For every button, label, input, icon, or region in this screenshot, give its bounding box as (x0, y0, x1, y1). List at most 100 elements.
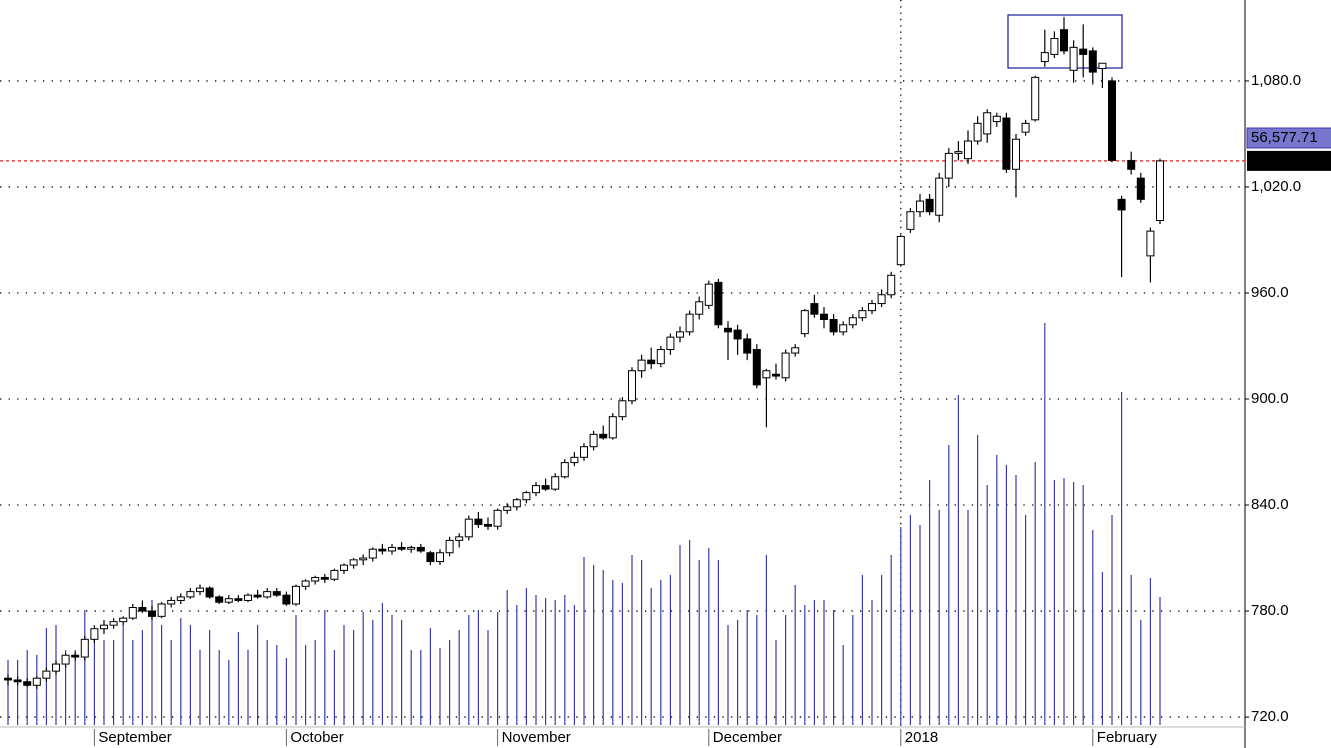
volume-bar (228, 660, 230, 725)
volume-bar (593, 565, 595, 725)
candle-body (71, 654, 80, 658)
volume-bar (525, 588, 527, 725)
volume-bar (890, 555, 892, 725)
volume-bar (1092, 530, 1094, 725)
volume-bar (861, 575, 863, 725)
last-price-label: 1,034.76 (1254, 152, 1312, 169)
candle-body (368, 548, 377, 559)
candle-body (868, 303, 876, 312)
candle-body (1031, 76, 1040, 121)
candle-body (954, 151, 963, 154)
candle-body (541, 485, 550, 490)
candle-body (896, 235, 905, 266)
y-tick-label: 960.0 (1251, 284, 1289, 301)
volume-bar (324, 610, 326, 725)
volume-bar (1034, 462, 1036, 725)
candle-body (100, 624, 108, 630)
selection-box (1007, 14, 1123, 69)
candle-body (1021, 122, 1030, 133)
volume-bar (602, 570, 604, 725)
candle-body (455, 536, 464, 541)
candle-body (330, 569, 339, 580)
volume-bar (708, 548, 710, 725)
volume-bar (1159, 597, 1161, 725)
candle-body (925, 198, 934, 213)
candle-body (340, 564, 348, 571)
volume-bar (26, 650, 28, 725)
candle-body (503, 506, 512, 511)
volume-bar (391, 615, 393, 725)
candle-body (292, 585, 300, 605)
candle-body (992, 115, 1001, 123)
volume-bar (1149, 578, 1151, 725)
volume-bar (794, 585, 796, 725)
candle-body (186, 591, 195, 598)
candle-body (1146, 230, 1155, 257)
volume-bar (343, 625, 345, 725)
volume-bar (285, 658, 287, 725)
candle-body (983, 112, 992, 135)
volume-bar (209, 630, 211, 725)
volume-bar (55, 625, 57, 725)
y-tick-label: 720.0 (1251, 708, 1289, 725)
candle-body (887, 274, 896, 296)
candle-body (666, 336, 675, 351)
candle-body (493, 509, 502, 527)
volume-bar (458, 630, 460, 725)
candle-body (1108, 80, 1116, 161)
volume-bar (247, 650, 249, 725)
volume-bar (996, 455, 998, 725)
volume-bar (132, 640, 134, 725)
candle-body (320, 576, 329, 580)
candle-body (1050, 38, 1059, 55)
candle-body (839, 324, 848, 333)
volume-bar (967, 510, 969, 725)
volume-bar (1005, 465, 1007, 725)
candle-body (532, 485, 540, 494)
volume-bar (257, 625, 259, 725)
candle-body (1127, 159, 1136, 170)
volume-bar (1053, 480, 1055, 725)
candle-body (580, 446, 588, 458)
volume-bar (237, 632, 239, 725)
candle-body (560, 462, 569, 478)
candle-body (61, 654, 70, 665)
volume-bar (938, 510, 940, 725)
volume-bar (199, 650, 201, 725)
candle-body (272, 591, 281, 596)
candle-body (628, 370, 636, 402)
volume-label: 56,577.71 (1251, 129, 1318, 146)
candle-body (724, 327, 732, 333)
volume-label-box (1246, 127, 1331, 149)
candle-body (1060, 29, 1068, 52)
candle-body (752, 349, 761, 386)
volume-bar (813, 600, 815, 725)
volume-bar (113, 640, 115, 725)
candle-body (176, 596, 185, 601)
volume-bar (333, 650, 335, 725)
volume-bar (689, 540, 691, 725)
candle-body (416, 546, 425, 552)
volume-bar (1015, 475, 1017, 725)
candle-body (4, 677, 12, 681)
candle-body (589, 433, 598, 448)
volume-bar (429, 628, 431, 725)
volume-bar (929, 480, 931, 725)
volume-bar (401, 620, 403, 725)
candle-body (282, 594, 291, 605)
volume-bar (698, 560, 700, 725)
y-tick-label: 1,080.0 (1251, 72, 1301, 89)
x-tick-label: October (290, 729, 343, 746)
volume-bar (1140, 620, 1142, 725)
volume-bar (612, 580, 614, 725)
candle-body (388, 546, 396, 552)
volume-bar (679, 545, 681, 725)
candle-body (791, 347, 800, 354)
volume-bar (410, 650, 412, 725)
candle-body (906, 211, 915, 230)
candle-body (944, 152, 953, 179)
volume-bar (717, 560, 719, 725)
candle-body (820, 313, 828, 320)
